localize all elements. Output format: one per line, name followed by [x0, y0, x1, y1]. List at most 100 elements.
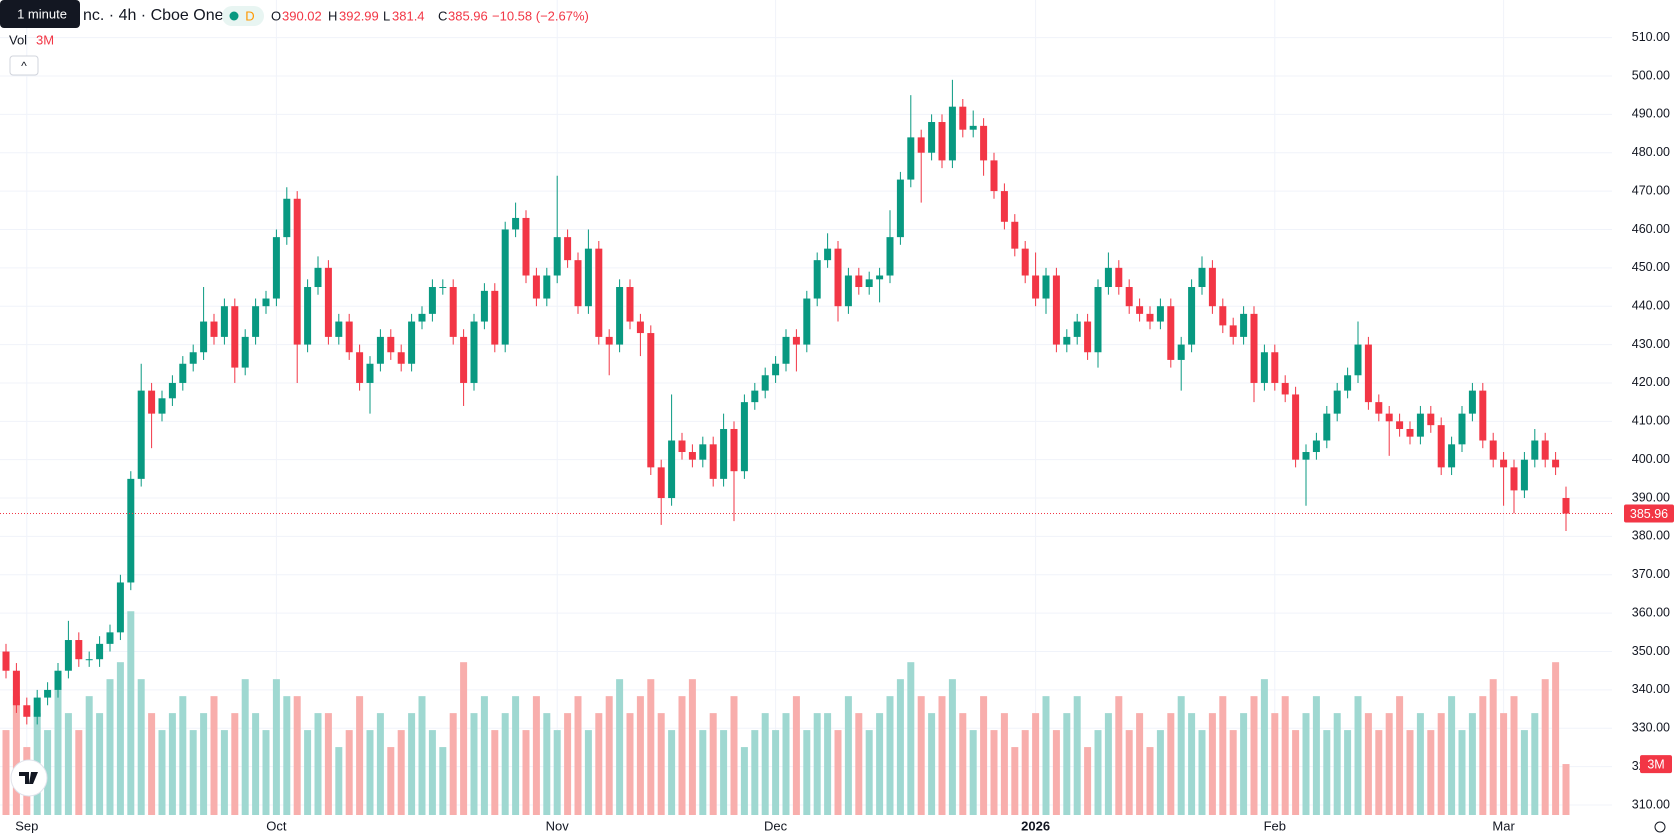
candle-body — [969, 125, 977, 130]
volume-bar — [1312, 696, 1320, 815]
candle-body — [1260, 352, 1268, 383]
volume-badge — [1640, 755, 1672, 774]
volume-bar — [96, 713, 104, 815]
candle-body — [1541, 440, 1549, 460]
candle-body — [844, 275, 852, 307]
volume-bar — [1416, 713, 1424, 815]
volume-bar — [938, 696, 946, 815]
volume-bar — [1458, 730, 1466, 815]
badge-box[interactable] — [222, 6, 264, 26]
y-tick-label: 480.00 — [1632, 145, 1670, 159]
volume-bar — [1000, 713, 1008, 815]
symbol[interactable]: nc. · 4h · Cboe One — [83, 7, 224, 24]
candle-body — [283, 198, 291, 238]
volume-bar — [512, 696, 520, 815]
candle-body — [512, 217, 520, 230]
volume-bar — [928, 713, 936, 815]
volume-bar — [158, 730, 166, 815]
candle-body — [1250, 313, 1258, 383]
collapse-icon[interactable]: ^ — [21, 59, 27, 73]
volume-bar — [668, 730, 676, 815]
logo-mark — [19, 772, 38, 784]
candle-body — [1167, 306, 1175, 360]
candle-body — [304, 287, 312, 345]
volume-bar — [1021, 730, 1029, 815]
candle-body — [532, 275, 540, 299]
volume-bar — [1437, 713, 1445, 815]
candle-body — [1510, 467, 1518, 491]
candle-body — [335, 321, 343, 337]
volume-bar — [792, 696, 800, 815]
volume-bar — [1146, 747, 1154, 815]
candle-body — [720, 428, 728, 479]
volume-bar — [886, 696, 894, 815]
candle-body — [85, 659, 93, 661]
candle-body — [1416, 413, 1424, 437]
candle-body — [470, 321, 478, 383]
candle-body — [709, 444, 717, 479]
volume-bar — [1198, 730, 1206, 815]
volume-bar — [948, 679, 956, 815]
candle-body — [1146, 313, 1154, 322]
volume-bar — [1032, 713, 1040, 815]
volume-bar — [428, 730, 436, 815]
candle-body — [116, 582, 124, 633]
h-value: 392.99 — [339, 8, 379, 23]
volume-bar — [522, 730, 530, 815]
settings-icon[interactable] — [1654, 821, 1666, 833]
volume-bar — [1281, 696, 1289, 815]
x-tick-label: Feb — [1264, 818, 1286, 833]
candle-body — [23, 705, 31, 717]
volume-bar — [907, 662, 915, 815]
l-label: L — [383, 8, 390, 23]
candle-body — [688, 452, 696, 460]
volume-bar — [1052, 730, 1060, 815]
volume-bar — [1240, 713, 1248, 815]
volume-bar — [543, 713, 551, 815]
candle-body — [314, 267, 322, 288]
volume-bar — [1468, 713, 1476, 815]
candle-body — [293, 198, 301, 345]
candle-body — [200, 321, 208, 353]
candle-body — [158, 398, 166, 414]
candle-body — [272, 237, 280, 299]
candle-body — [626, 287, 634, 322]
volume-bar — [54, 679, 62, 815]
candle-body — [1489, 440, 1497, 460]
candle-body — [751, 390, 759, 403]
volume-bar — [1531, 713, 1539, 815]
candle-body — [1042, 275, 1050, 299]
volume-bar — [1344, 730, 1352, 815]
candle-body — [959, 106, 967, 130]
volume-bar — [688, 679, 696, 815]
x-tick-label: Oct — [266, 818, 287, 833]
candle-body — [1136, 306, 1144, 314]
y-tick-label: 510.00 — [1632, 30, 1670, 44]
candle-body — [782, 336, 790, 364]
volume-bar — [1115, 696, 1123, 815]
candle-body — [64, 640, 72, 671]
collapse-button[interactable] — [9, 55, 39, 76]
volume-bar — [720, 730, 728, 815]
candle-body — [990, 160, 998, 192]
y-tick-label: 500.00 — [1632, 68, 1670, 82]
volume-badge-label: 3M — [1647, 757, 1664, 771]
candle-body — [1302, 452, 1310, 460]
volume-bar — [1167, 713, 1175, 815]
candle-body — [896, 179, 904, 238]
candle-body — [54, 670, 62, 690]
candle-body — [1552, 459, 1560, 468]
volume-bar — [1094, 730, 1102, 815]
tooltip-box — [0, 0, 80, 28]
volume-bar — [283, 696, 291, 815]
candle-body — [1531, 440, 1539, 460]
candle-body — [1281, 382, 1289, 395]
badge[interactable]: D — [245, 8, 254, 23]
candle-body — [1229, 325, 1237, 337]
volume-bar — [834, 730, 842, 815]
volume-bar — [345, 730, 353, 815]
candle-body — [824, 248, 832, 261]
volume-bar — [397, 730, 405, 815]
candle-body — [636, 321, 644, 334]
volume-bar — [772, 730, 780, 815]
